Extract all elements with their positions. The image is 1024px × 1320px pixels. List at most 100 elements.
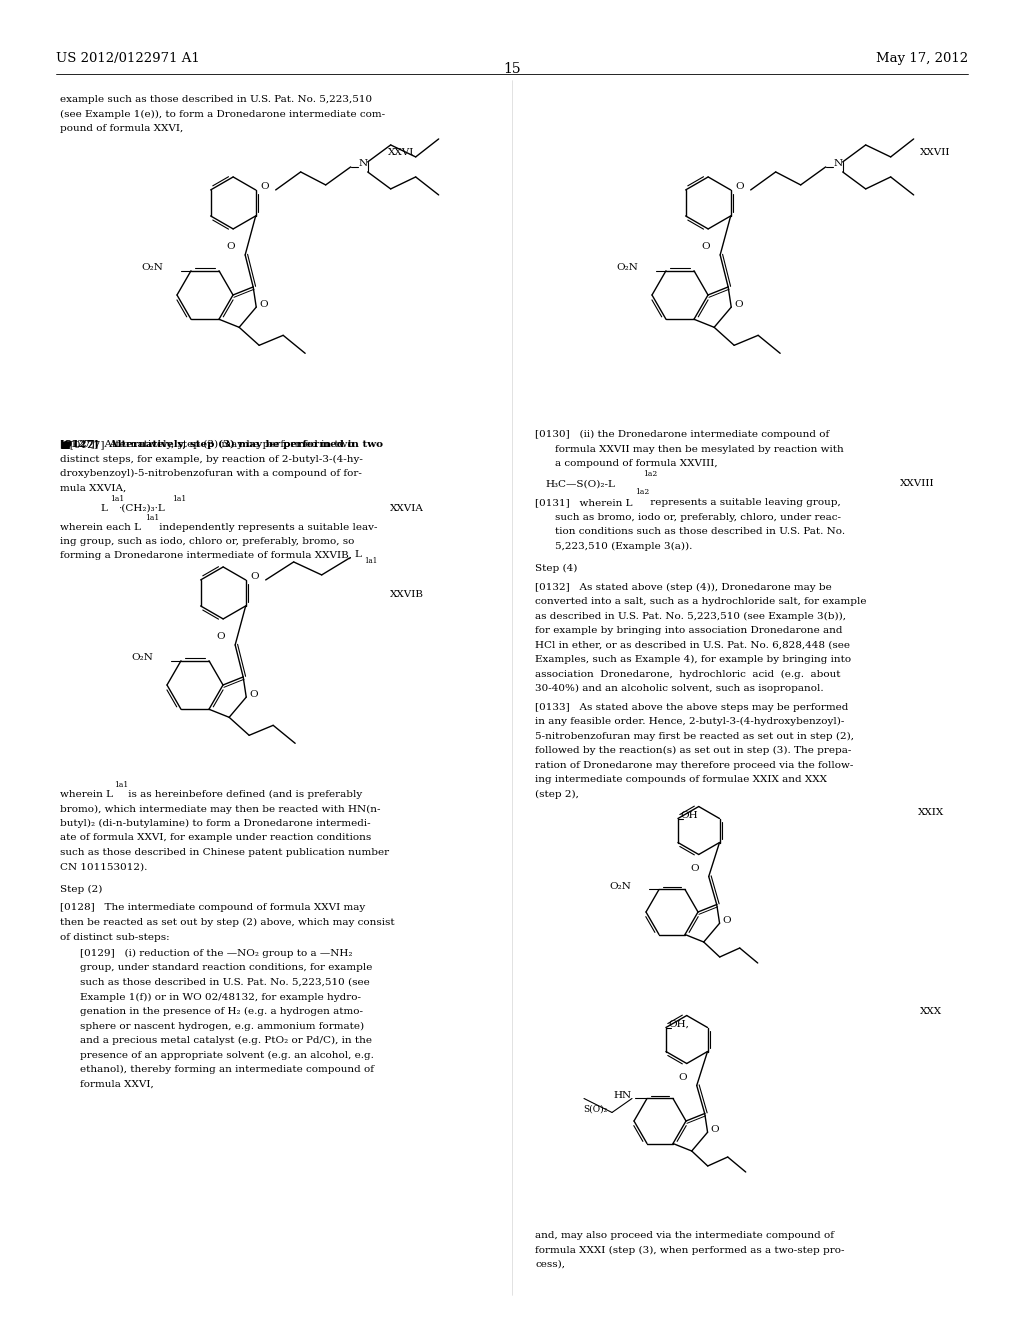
Text: ate of formula XXVI, for example under reaction conditions: ate of formula XXVI, for example under r… [60,833,372,842]
Text: presence of an appropriate solvent (e.g. an alcohol, e.g.: presence of an appropriate solvent (e.g.… [80,1051,374,1060]
Text: Examples, such as Example 4), for example by bringing into: Examples, such as Example 4), for exampl… [535,655,851,664]
Text: formula XXXI (step (3), when performed as a two-step pro-: formula XXXI (step (3), when performed a… [535,1246,845,1254]
Text: group, under standard reaction conditions, for example: group, under standard reaction condition… [80,964,373,973]
Text: (step 2),: (step 2), [535,789,579,799]
Text: ing group, such as iodo, chloro or, preferably, bromo, so: ing group, such as iodo, chloro or, pref… [60,537,354,546]
Text: HCl in ether, or as described in U.S. Pat. No. 6,828,448 (see: HCl in ether, or as described in U.S. Pa… [535,640,850,649]
Text: mula XXVIA,: mula XXVIA, [60,483,126,492]
Text: ·(CH₂)₃·L: ·(CH₂)₃·L [118,504,165,513]
Text: then be reacted as set out by step (2) above, which may consist: then be reacted as set out by step (2) a… [60,917,394,927]
Text: [0131]   wherein L: [0131] wherein L [535,498,633,507]
Text: H₃C—S(O)₂-L: H₃C—S(O)₂-L [545,479,614,488]
Text: XXVII: XXVII [920,148,950,157]
Text: converted into a salt, such as a hydrochloride salt, for example: converted into a salt, such as a hydroch… [535,597,866,606]
Text: O₂N: O₂N [609,882,631,891]
Text: wherein each L: wherein each L [60,523,141,532]
Text: followed by the reaction(s) as set out in step (3). The prepa-: followed by the reaction(s) as set out i… [535,746,851,755]
Text: O: O [711,1125,719,1134]
Text: tion conditions such as those described in U.S. Pat. No.: tion conditions such as those described … [555,527,845,536]
Text: XXVIA: XXVIA [390,504,424,513]
Text: 15: 15 [503,62,521,77]
Text: [0128]   The intermediate compound of formula XXVI may: [0128] The intermediate compound of form… [60,903,366,912]
Text: L: L [354,550,361,560]
Text: such as those described in U.S. Pat. No. 5,223,510 (see: such as those described in U.S. Pat. No.… [80,978,370,987]
Text: 1a1: 1a1 [145,513,160,521]
Text: [0132]   As stated above (step (4)), Dronedarone may be: [0132] As stated above (step (4)), Drone… [535,582,831,591]
Text: O: O [701,242,711,251]
Text: XXVIII: XXVIII [900,479,935,488]
Text: US 2012/0122971 A1: US 2012/0122971 A1 [56,51,200,65]
Text: Example 1(f)) or in WO 02/48132, for example hydro-: Example 1(f)) or in WO 02/48132, for exa… [80,993,361,1002]
Text: independently represents a suitable leav-: independently represents a suitable leav… [156,523,378,532]
Text: O: O [249,689,258,698]
Text: Step (4): Step (4) [535,564,578,573]
Text: distinct steps, for example, by reaction of 2-butyl-3-(4-hy-: distinct steps, for example, by reaction… [60,454,362,463]
Text: and a precious metal catalyst (e.g. PtO₂ or Pd/C), in the: and a precious metal catalyst (e.g. PtO₂… [80,1036,372,1045]
Text: sphere or nascent hydrogen, e.g. ammonium formate): sphere or nascent hydrogen, e.g. ammoniu… [80,1022,365,1031]
Text: 1a1: 1a1 [114,781,128,789]
Text: O: O [735,182,744,191]
Text: O₂N: O₂N [141,263,163,272]
Text: cess),: cess), [535,1261,565,1269]
Text: 1a1: 1a1 [172,495,186,503]
Text: O: O [678,1073,687,1081]
Text: L: L [100,504,106,513]
Text: of distinct sub-steps:: of distinct sub-steps: [60,932,170,941]
Text: droxybenzoyl)-5-nitrobenzofuran with a compound of for-: droxybenzoyl)-5-nitrobenzofuran with a c… [60,469,361,478]
Text: for example by bringing into association Dronedarone and: for example by bringing into association… [535,626,843,635]
Text: [0130]   (ii) the Dronedarone intermediate compound of: [0130] (ii) the Dronedarone intermediate… [535,430,829,440]
Text: XXIX: XXIX [918,808,944,817]
Text: 30-40%) and an alcoholic solvent, such as isopropanol.: 30-40%) and an alcoholic solvent, such a… [535,684,823,693]
Text: and, may also proceed via the intermediate compound of: and, may also proceed via the intermedia… [535,1232,834,1239]
Text: ing intermediate compounds of formulae XXIX and XXX: ing intermediate compounds of formulae X… [535,775,827,784]
Text: ethanol), thereby forming an intermediate compound of: ethanol), thereby forming an intermediat… [80,1065,374,1074]
Text: 1a2: 1a2 [635,488,649,496]
Text: association  Dronedarone,  hydrochloric  acid  (e.g.  about: association Dronedarone, hydrochloric ac… [535,669,841,678]
Text: ration of Dronedarone may therefore proceed via the follow-: ration of Dronedarone may therefore proc… [535,760,853,770]
Text: OH: OH [680,810,697,820]
Text: genation in the presence of H₂ (e.g. a hydrogen atmo-: genation in the presence of H₂ (e.g. a h… [80,1007,362,1016]
Text: S(O)₂: S(O)₂ [583,1105,607,1114]
Text: O: O [723,916,731,925]
Text: [0127]   Alternatively, step (3) may be performed in two: [0127] Alternatively, step (3) may be pe… [60,440,353,449]
Text: such as those described in Chinese patent publication number: such as those described in Chinese paten… [60,847,389,857]
Text: pound of formula XXVI,: pound of formula XXVI, [60,124,183,133]
Text: 5,223,510 (Example 3(a)).: 5,223,510 (Example 3(a)). [555,541,692,550]
Text: 1a1: 1a1 [364,557,377,565]
Text: CN 101153012).: CN 101153012). [60,862,147,871]
Text: O: O [261,182,269,191]
Text: example such as those described in U.S. Pat. No. 5,223,510: example such as those described in U.S. … [60,95,372,104]
Text: HN: HN [613,1092,632,1100]
Text: (see Example 1(e)), to form a Dronedarone intermediate com-: (see Example 1(e)), to form a Dronedaron… [60,110,385,119]
Text: OH,: OH, [668,1020,689,1030]
Text: wherein L: wherein L [60,789,113,799]
Text: May 17, 2012: May 17, 2012 [876,51,968,65]
Text: O₂N: O₂N [616,263,638,272]
Text: O: O [226,242,236,251]
Text: butyl)₂ (di-n-butylamine) to form a Dronedarone intermedi-: butyl)₂ (di-n-butylamine) to form a Dron… [60,818,371,828]
Text: O₂N: O₂N [131,653,153,663]
Text: O: O [251,573,259,581]
Text: in any feasible order. Hence, 2-butyl-3-(4-hydroxybenzoyl)-: in any feasible order. Hence, 2-butyl-3-… [535,717,845,726]
Text: [0133]   As stated above the above steps may be performed: [0133] As stated above the above steps m… [535,702,848,711]
Text: forming a Dronedarone intermediate of formula XXVIB,: forming a Dronedarone intermediate of fo… [60,552,352,561]
Text: Step (2): Step (2) [60,884,102,894]
Text: 5-nitrobenzofuran may first be reacted as set out in step (2),: 5-nitrobenzofuran may first be reacted a… [535,731,854,741]
Text: as described in U.S. Pat. No. 5,223,510 (see Example 3(b)),: as described in U.S. Pat. No. 5,223,510 … [535,611,846,620]
Text: O: O [734,300,742,309]
Text: XXVIB: XXVIB [390,590,424,599]
Text: O: O [259,300,268,309]
Text: 1a1: 1a1 [110,495,124,503]
Text: O: O [216,632,225,642]
Text: represents a suitable leaving group,: represents a suitable leaving group, [647,498,841,507]
Text: bromo), which intermediate may then be reacted with HN(n-: bromo), which intermediate may then be r… [60,804,381,813]
Text: 1a2: 1a2 [643,470,657,478]
Text: is as hereinbefore defined (and is preferably: is as hereinbefore defined (and is prefe… [125,789,362,799]
Text: a compound of formula XXVIII,: a compound of formula XXVIII, [555,459,718,469]
Text: ■[0127]: ■[0127] [60,440,104,449]
Text: N: N [834,160,842,169]
Text: XXVI: XXVI [388,148,415,157]
Text: formula XXVII may then be mesylated by reaction with: formula XXVII may then be mesylated by r… [555,445,844,454]
Text: XXX: XXX [920,1007,942,1016]
Text: such as bromo, iodo or, preferably, chloro, under reac-: such as bromo, iodo or, preferably, chlo… [555,512,841,521]
